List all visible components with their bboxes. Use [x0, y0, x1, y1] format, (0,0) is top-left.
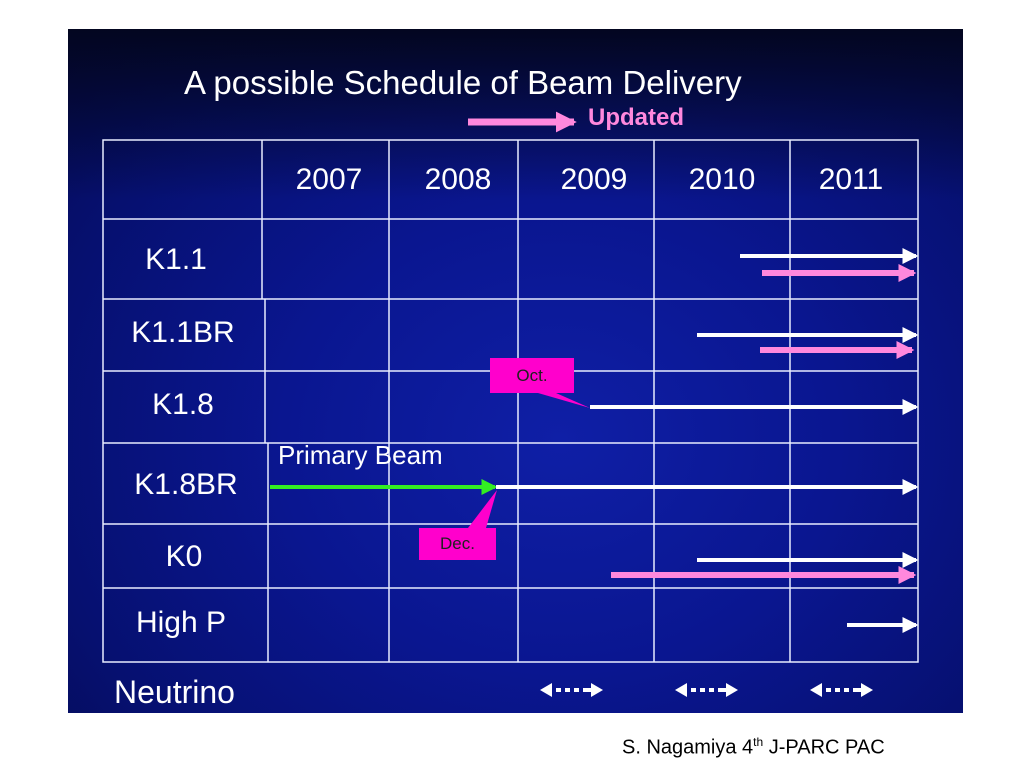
- dec-callout-pointer: [468, 490, 497, 528]
- footer-event: J-PARC PAC: [763, 736, 885, 759]
- row-label-k11br: K1.1BR: [131, 316, 235, 349]
- neutrino-marker-2009: [540, 683, 603, 697]
- neutrino-marker-2011: [810, 683, 873, 697]
- dec-callout: Dec.: [419, 528, 496, 560]
- neutrino-run-markers: [540, 683, 873, 697]
- schedule-grid: [102, 139, 919, 663]
- year-header-2010: 2010: [688, 163, 756, 196]
- footer-author: S. Nagamiya 4: [622, 736, 754, 759]
- row-label-k18br: K1.8BR: [134, 468, 238, 501]
- oct-callout: Oct.: [490, 358, 574, 393]
- row-label-high-p: High P: [135, 606, 227, 639]
- footer-ordinal: th: [753, 735, 764, 749]
- year-header-2011: 2011: [818, 163, 884, 196]
- neutrino-label: Neutrino: [114, 674, 235, 710]
- primary-beam-label: Primary Beam: [278, 440, 443, 470]
- oct-callout-pointer: [538, 393, 590, 408]
- year-header-2009: 2009: [560, 163, 628, 196]
- footer-credit: S. Nagamiya 4th J-PARC PAC: [622, 735, 885, 760]
- year-header-2008: 2008: [424, 163, 492, 196]
- row-label-k0: K0: [165, 540, 203, 573]
- updated-legend-label: Updated: [588, 104, 684, 131]
- row-label-k11: K1.1: [145, 243, 207, 276]
- row-label-k18: K1.8: [152, 388, 214, 421]
- neutrino-marker-2010: [675, 683, 738, 697]
- slide-title: A possible Schedule of Beam Delivery: [184, 64, 742, 101]
- year-header-2007: 2007: [295, 163, 363, 196]
